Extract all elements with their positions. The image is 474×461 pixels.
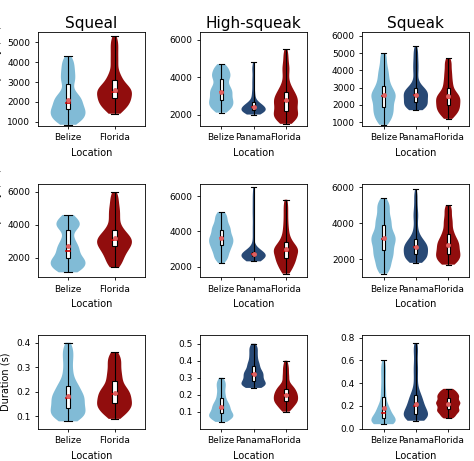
Bar	[66, 386, 71, 408]
Bar	[112, 230, 117, 246]
X-axis label: Location: Location	[395, 148, 437, 158]
Title: Squeak: Squeak	[387, 16, 444, 31]
X-axis label: Location: Location	[71, 300, 112, 309]
Y-axis label: Duration (s): Duration (s)	[0, 353, 10, 411]
Bar	[252, 252, 255, 256]
Bar	[219, 230, 223, 246]
X-axis label: Location: Location	[233, 300, 274, 309]
Y-axis label: Maximum Frequency (Hz): Maximum Frequency (Hz)	[0, 168, 2, 293]
X-axis label: Location: Location	[233, 148, 274, 158]
X-axis label: Location: Location	[395, 451, 437, 461]
Bar	[112, 381, 117, 403]
X-axis label: Location: Location	[395, 300, 437, 309]
X-axis label: Location: Location	[71, 451, 112, 461]
Bar	[447, 88, 450, 105]
Bar	[284, 92, 288, 111]
Bar	[284, 242, 288, 258]
Bar	[447, 234, 450, 254]
Bar	[414, 88, 418, 101]
Bar	[382, 225, 385, 250]
Bar	[414, 240, 418, 254]
X-axis label: Location: Location	[233, 451, 274, 461]
Title: Squeal: Squeal	[65, 16, 118, 31]
Y-axis label: Center frequency (Hz): Center frequency (Hz)	[0, 25, 2, 133]
Bar	[66, 230, 71, 258]
Bar	[382, 86, 385, 107]
Bar	[252, 366, 255, 381]
Bar	[66, 84, 71, 109]
Bar	[382, 397, 385, 419]
Bar	[252, 102, 255, 110]
Bar	[112, 80, 117, 98]
Bar	[414, 395, 418, 414]
Bar	[284, 389, 288, 401]
Title: High-squeak: High-squeak	[206, 16, 301, 31]
Bar	[219, 398, 223, 414]
Bar	[219, 79, 223, 100]
Bar	[447, 398, 450, 409]
X-axis label: Location: Location	[71, 148, 112, 158]
